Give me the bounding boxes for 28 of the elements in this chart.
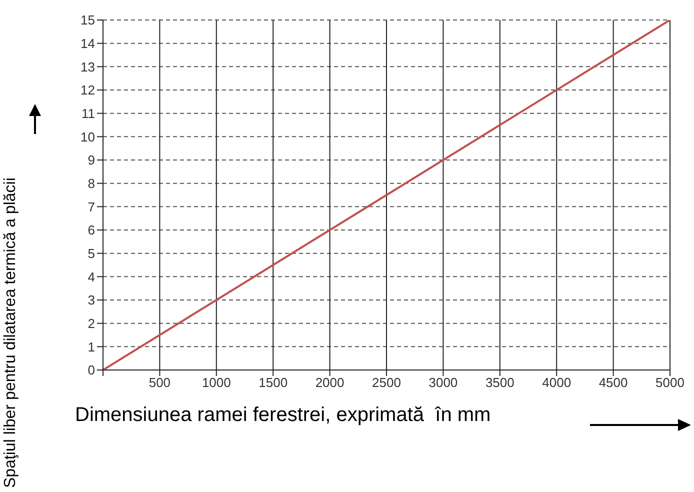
y-tick-label: 6 bbox=[88, 222, 95, 238]
y-tick-label: 14 bbox=[80, 36, 95, 51]
y-tick-label: 10 bbox=[80, 129, 95, 144]
y-tick-label: 4 bbox=[88, 269, 95, 284]
y-tick-label: 7 bbox=[88, 199, 95, 214]
y-tick-label: 1 bbox=[88, 339, 95, 354]
x-tick-label: 4500 bbox=[598, 375, 628, 390]
x-tick-label: 3500 bbox=[485, 375, 514, 390]
x-tick-label: 4000 bbox=[542, 375, 572, 390]
y-tick-label: 9 bbox=[88, 152, 95, 168]
x-tick-label: 2500 bbox=[372, 375, 401, 390]
y-tick-label: 5 bbox=[88, 246, 95, 261]
x-tick-label: 3000 bbox=[428, 375, 458, 390]
y-tick-label: 8 bbox=[88, 176, 95, 191]
x-tick-label: 1500 bbox=[258, 375, 288, 390]
y-tick-label: 3 bbox=[88, 292, 95, 308]
y-tick-label: 13 bbox=[80, 59, 95, 74]
y-tick-label: 11 bbox=[82, 106, 95, 121]
x-tick-label: 1000 bbox=[202, 375, 231, 390]
y-tick-label: 0 bbox=[88, 362, 95, 378]
y-tick-label: 2 bbox=[88, 316, 95, 331]
y-tick-label: 15 bbox=[80, 12, 95, 28]
x-tick-label: 500 bbox=[148, 375, 171, 390]
y-axis-title: Spaţiul liber pentru dilatarea termică a plăcii bbox=[2, 178, 20, 488]
x-tick-label: 5000 bbox=[656, 375, 684, 390]
x-axis-title: Dimensiunea ramei ferestrei, exprimată în mm bbox=[75, 404, 491, 427]
y-tick-label: 12 bbox=[80, 82, 95, 98]
x-tick-label: 2000 bbox=[315, 375, 344, 390]
